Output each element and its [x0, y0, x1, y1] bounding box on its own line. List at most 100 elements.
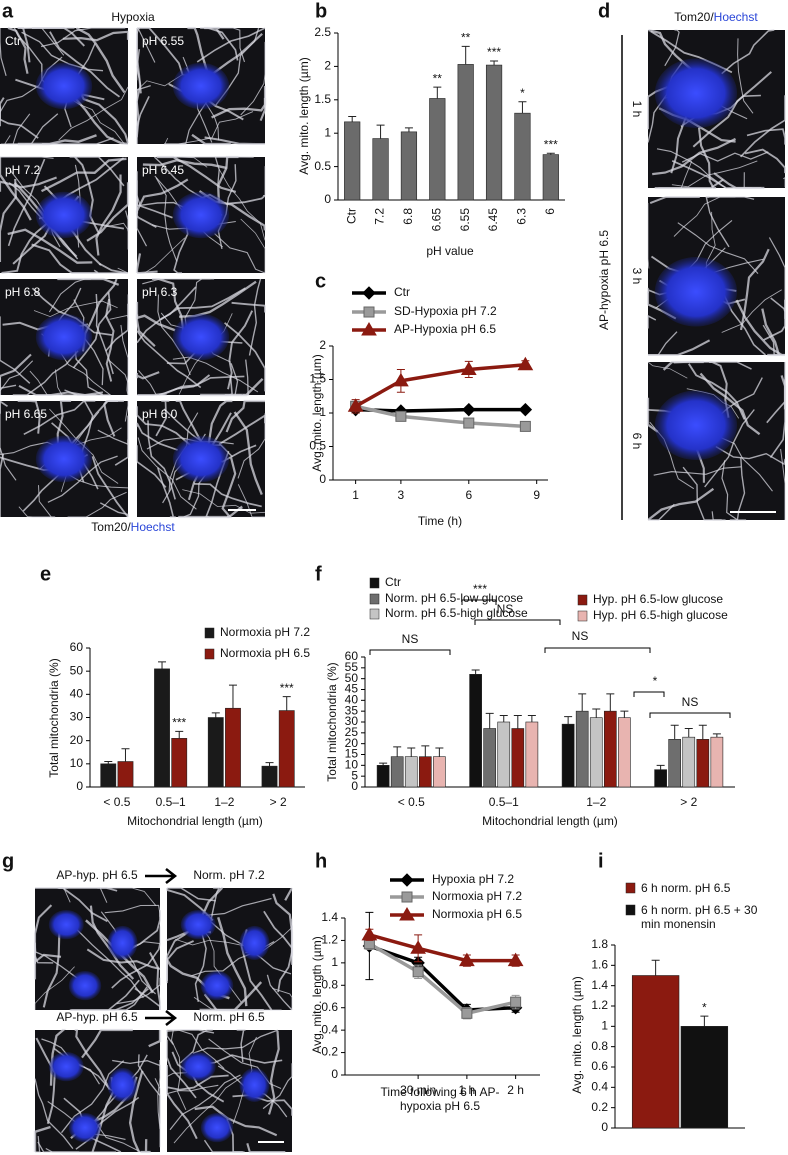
mito-fiber	[0, 360, 34, 395]
nucleus	[35, 191, 93, 239]
mito-fiber	[136, 286, 197, 344]
legend-label: Ctr	[394, 285, 410, 299]
y-tick-label: 2	[319, 338, 326, 352]
series-line	[354, 363, 526, 408]
y-tick-label: 1.5	[314, 92, 331, 106]
mito-fiber	[95, 293, 114, 375]
y-tick-label: 20	[345, 736, 359, 750]
marker	[393, 372, 409, 387]
mito-fiber	[677, 222, 759, 274]
error-bar	[461, 45, 470, 65]
mito-fiber	[97, 887, 108, 903]
bar	[207, 717, 224, 788]
bar	[668, 739, 682, 788]
mito-fiber	[649, 196, 700, 205]
mito-fiber	[108, 360, 129, 395]
mito-fiber	[35, 1136, 41, 1153]
mito-fiber	[713, 172, 765, 190]
mito-fiber	[81, 1028, 133, 1059]
legend-swatch	[369, 608, 380, 620]
image-label: pH 7.2	[5, 163, 41, 177]
mito-fiber	[95, 174, 122, 256]
mito-fiber	[34, 966, 75, 1010]
mito-fiber	[149, 952, 161, 1010]
mito-fiber	[156, 156, 208, 168]
mito-fiber	[0, 113, 31, 145]
bar	[497, 721, 511, 788]
error-bar	[490, 60, 499, 66]
panel-letter: b	[315, 0, 327, 22]
mito-fiber	[98, 262, 128, 274]
y-axis-label: Avg. mito. length (µm)	[310, 936, 324, 1053]
mito-fiber	[647, 203, 650, 269]
x-axis-label-box: Time following 6 h AP-hypoxia pH 6.5	[380, 1085, 500, 1113]
mito-fiber	[136, 96, 150, 144]
marker	[361, 322, 377, 336]
y-tick-label: 1.2	[591, 998, 608, 1012]
x-tick-label: 6.55	[458, 208, 472, 232]
nucleus	[35, 313, 93, 361]
x-tick-label: > 2	[680, 795, 697, 809]
bar	[654, 769, 667, 788]
micrograph	[135, 277, 266, 397]
mito-fiber	[124, 401, 129, 422]
bar	[631, 975, 680, 1129]
x-axis-label: Time following 6 h AP-hypoxia pH 6.5	[380, 1085, 500, 1113]
mito-fiber	[240, 218, 266, 273]
x-tick-label: 6	[465, 488, 472, 502]
mito-fiber	[715, 445, 786, 466]
mito-fiber	[136, 198, 157, 228]
legend-swatch	[625, 904, 636, 916]
nucleus	[48, 1051, 84, 1082]
micrograph	[0, 156, 130, 274]
x-tick-label: 9	[533, 488, 540, 502]
error-bar	[527, 715, 536, 722]
error-bar	[620, 710, 629, 718]
mito-fiber	[697, 127, 717, 190]
mito-fiber	[647, 487, 715, 521]
mito-fiber	[136, 445, 167, 488]
mito-fiber	[69, 988, 149, 1011]
mito-fiber	[217, 155, 239, 204]
mito-fiber	[35, 887, 108, 923]
mito-fiber	[646, 397, 659, 433]
x-tick-label: 30 min	[400, 1083, 436, 1097]
marker	[363, 306, 375, 318]
significance: ***	[473, 582, 487, 596]
legend-swatch	[369, 577, 380, 589]
mito-fiber	[783, 176, 786, 188]
error-bar	[712, 733, 721, 738]
mito-fiber	[157, 467, 176, 518]
mito-fiber	[0, 400, 8, 414]
mito-fiber	[682, 466, 722, 521]
mito-fiber	[49, 31, 121, 98]
mito-fiber	[18, 506, 56, 518]
significance: **	[433, 71, 443, 85]
micrograph	[136, 26, 267, 146]
bar	[618, 717, 631, 788]
bar	[696, 739, 710, 788]
bar	[100, 763, 117, 788]
mito-fiber	[31, 243, 98, 274]
mito-fiber	[721, 29, 775, 75]
mito-fiber	[41, 137, 114, 145]
bar	[485, 64, 503, 201]
bar	[457, 64, 474, 201]
mito-fiber	[34, 1078, 74, 1149]
error-bar	[404, 127, 413, 132]
condition-label: Norm. pH 6.5	[193, 1010, 265, 1024]
y-tick-label: 60	[70, 640, 84, 654]
mito-fiber	[93, 269, 127, 274]
mito-fiber	[263, 910, 293, 965]
y-tick-label: 0	[319, 472, 326, 486]
micrograph	[33, 1028, 162, 1154]
image-label: Ctr	[5, 34, 21, 48]
significance: NS	[682, 695, 699, 709]
mito-fiber	[128, 1070, 144, 1153]
y-tick-label: 50	[345, 671, 359, 685]
y-tick-label: 10	[70, 756, 84, 770]
y-tick-label: 30	[345, 714, 359, 728]
stain-label: Tom20/Hoechst	[674, 10, 758, 24]
y-tick-label: 0.2	[321, 1045, 338, 1059]
error-bar	[592, 708, 601, 718]
